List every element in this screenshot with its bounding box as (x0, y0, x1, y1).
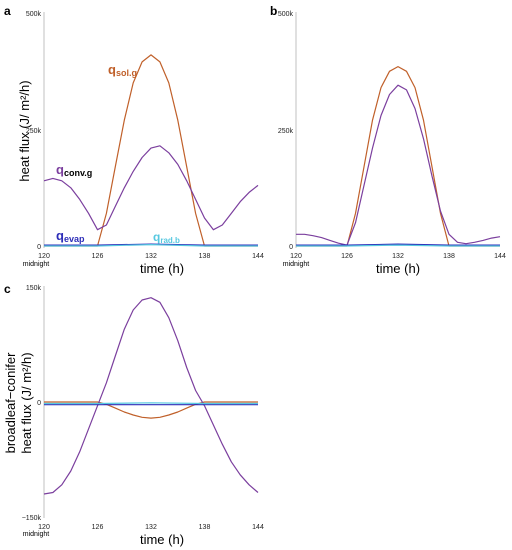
panel-a-x-tick-label: 132 (145, 253, 157, 260)
panel-a-x-tick-label: 126 (92, 253, 104, 260)
panel-b-series-line-1 (296, 84, 501, 246)
panel-c-y-axis-title-line1: broadleaf−conifer (3, 352, 18, 453)
panel-c-x-tick-label: 138 (199, 524, 211, 531)
panel-a-y-tick-label: 0 (37, 244, 41, 251)
panel-a-series-line-0 (44, 54, 258, 247)
panel-b-x-tick-label: 126 (341, 253, 353, 260)
label-q-rad-b: qrad.b (153, 230, 180, 245)
panel-b-series-line-0 (296, 65, 500, 247)
panel-a-series-line-3 (44, 244, 258, 247)
panel-c-y-tick-label: 0 (37, 400, 41, 407)
panel-a-y-tick-label: 250k (26, 128, 42, 135)
panel-c-letter: c (4, 282, 11, 296)
panel-b-series-line-3 (296, 244, 500, 247)
panel-a-x-tick-label: 138 (199, 253, 211, 260)
panel-a-x-tick-label: 120 (38, 253, 50, 260)
panel-b-x-axis-title: time (h) (376, 261, 420, 276)
panel-c-y-axis-title-line2: heat flux (J/ m²/h) (19, 352, 34, 453)
panel-a-midnight-note: midnight (23, 261, 50, 268)
panel-a-x-axis-title: time (h) (140, 261, 184, 276)
label-q-evap-sub: evap (64, 234, 85, 244)
panel-b-x-tick-label: 120 (290, 253, 302, 260)
panel-b-series-line-2 (296, 243, 500, 246)
label-q-sol-g: qsol.g (108, 62, 137, 78)
label-q-conv-g-sub: conv.g (64, 168, 92, 178)
panel-c-x-tick-label: 126 (92, 524, 104, 531)
panel-a-y-axis-title: heat flux (J/ m²/h) (17, 80, 32, 181)
panel-b-midnight-note: midnight (283, 261, 310, 268)
panel-c: c 150k 0 −150k 120 126 132 138 144 midnight ti… (3, 282, 264, 547)
label-q-conv-g: qconv.g (56, 162, 92, 178)
panel-c-series-line-3 (44, 402, 258, 405)
panel-c-x-axis-title: time (h) (140, 532, 184, 547)
panel-a-series-line-1 (43, 145, 259, 231)
panel-c-series-line-0 (44, 401, 258, 419)
label-q-rad-b-sub: rad.b (160, 236, 180, 245)
panel-c-x-tick-label: 144 (252, 524, 264, 531)
panel-c-x-tick-label: 120 (38, 524, 50, 531)
panel-b-x-tick-label: 144 (494, 253, 506, 260)
panel-b-letter: b (270, 4, 277, 18)
label-q-sol-g-main: q (108, 62, 116, 77)
panel-a-letter: a (4, 4, 11, 18)
label-q-rad-b-main: q (153, 230, 160, 244)
panel-a: a 500k 250k 0 120 126 132 138 144 midnight tim… (4, 4, 264, 276)
label-q-evap-main: q (56, 228, 64, 243)
label-q-sol-g-sub: sol.g (116, 68, 137, 78)
panel-c-x-tick-label: 132 (145, 524, 157, 531)
panel-a-y-tick-label: 500k (26, 11, 42, 18)
panel-b-x-tick-label: 132 (392, 253, 404, 260)
panel-b-y-tick-label: 250k (278, 128, 294, 135)
label-q-conv-g-main: q (56, 162, 64, 177)
panel-b-y-tick-label: 0 (289, 244, 293, 251)
panel-b-x-tick-label: 138 (443, 253, 455, 260)
panel-c-y-tick-label: −150k (22, 515, 42, 522)
panel-c-series-line-1 (43, 297, 259, 495)
panel-a-x-tick-label: 144 (252, 253, 264, 260)
panel-c-y-tick-label: 150k (26, 285, 42, 292)
label-q-evap: qevap (56, 228, 85, 244)
panel-b-y-tick-label: 500k (278, 11, 294, 18)
panel-c-midnight-note: midnight (23, 531, 50, 538)
panel-b: b 500k 250k 0 120 126 132 138 144 midnight tim… (270, 4, 506, 276)
